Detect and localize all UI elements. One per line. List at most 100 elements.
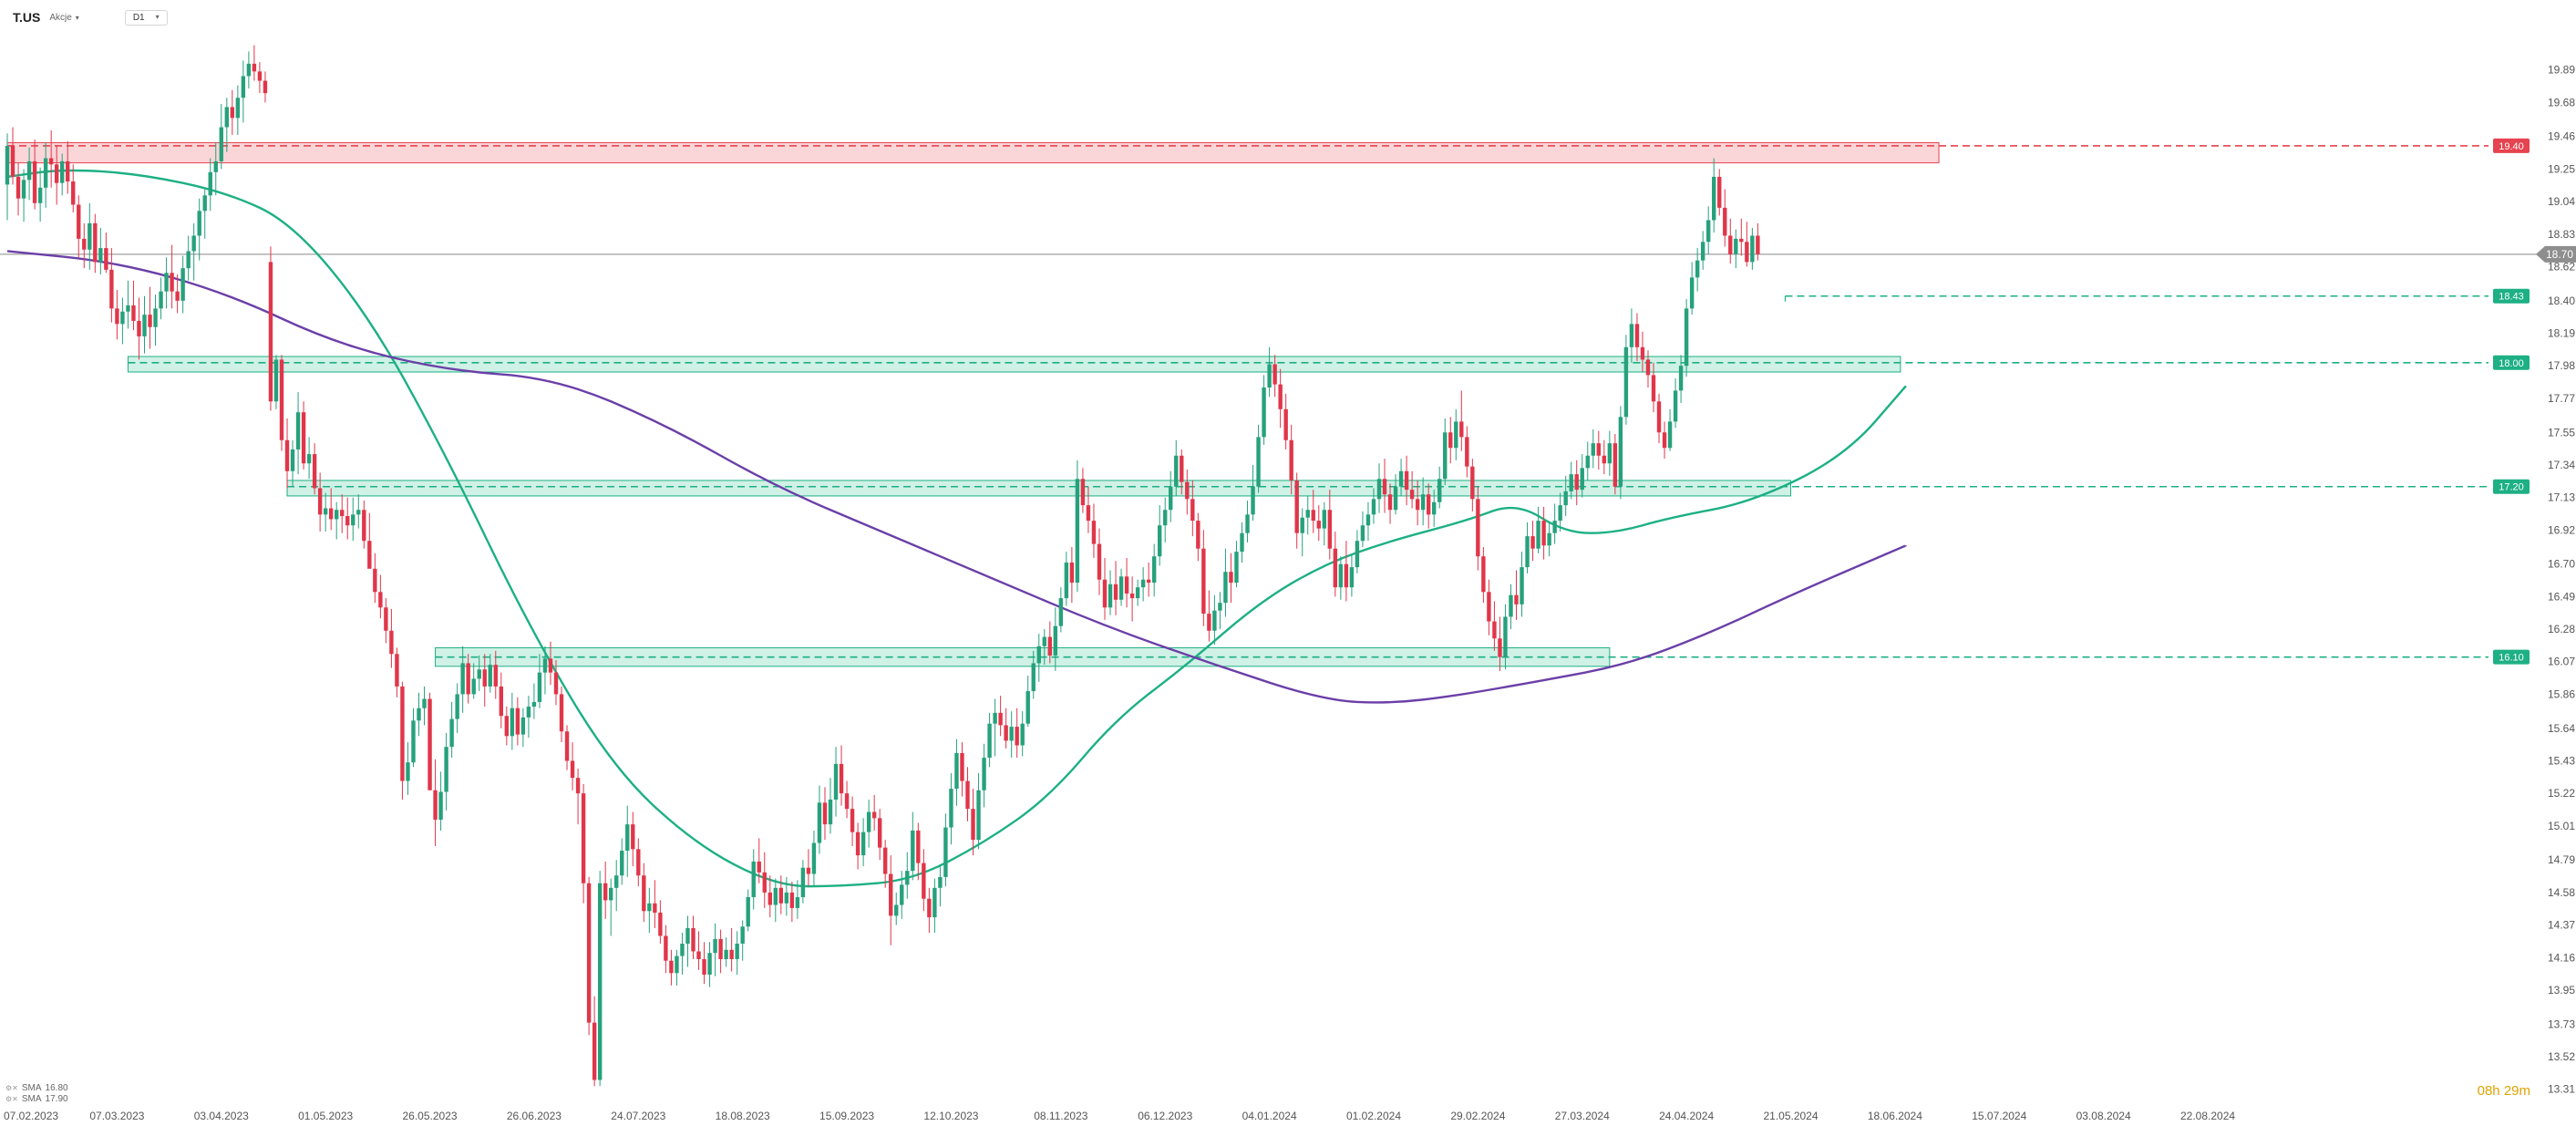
candle-body: [537, 672, 542, 702]
candle-body: [323, 508, 328, 515]
candle-body: [1169, 486, 1173, 511]
candle-body: [345, 516, 350, 526]
candle-body: [438, 791, 443, 821]
candle-body: [191, 235, 196, 252]
candle-body: [1053, 625, 1058, 656]
candle-body: [1662, 432, 1667, 449]
candle-body: [335, 510, 339, 520]
candle-body: [586, 883, 592, 1023]
candles-group: [5, 45, 1760, 1087]
candle-body: [153, 308, 158, 327]
candle-body: [1443, 432, 1448, 480]
candle-body: [773, 887, 778, 905]
candle-body: [998, 712, 1003, 726]
candle-body: [1064, 563, 1069, 599]
candle-body: [653, 903, 657, 914]
candle-body: [482, 669, 487, 687]
legend-sma-2[interactable]: ⚙✕ SMA 17.90: [5, 1094, 68, 1105]
candle-body: [828, 799, 833, 825]
candle-body: [806, 867, 811, 874]
candle-body: [911, 830, 915, 872]
candle-body: [66, 160, 70, 182]
candle-body: [295, 412, 301, 449]
candle-body: [614, 875, 619, 888]
chevron-down-icon: ▾: [155, 12, 160, 21]
x-tick-label: 27.03.2024: [1555, 1110, 1610, 1122]
y-tick-label: 14.79: [2548, 853, 2575, 866]
settings-icon[interactable]: ⚙✕: [5, 1084, 18, 1092]
candle-body: [1042, 636, 1046, 646]
candle-body: [422, 698, 427, 708]
y-tick-label: 19.46: [2548, 130, 2575, 143]
candle-body: [542, 658, 548, 673]
interval-dropdown[interactable]: D1 ▾: [124, 9, 168, 26]
settings-icon[interactable]: ⚙✕: [5, 1095, 18, 1103]
candle-body: [526, 707, 531, 718]
candle-body: [164, 273, 169, 292]
candle-body: [312, 454, 317, 489]
candle-body: [559, 694, 564, 732]
y-tick-label: 15.22: [2548, 787, 2575, 800]
candle-body: [1558, 505, 1562, 522]
candle-body: [603, 883, 608, 901]
y-tick-label: 15.64: [2548, 722, 2575, 735]
candle-body: [1075, 479, 1080, 584]
candle-body: [1273, 364, 1277, 385]
candle-body: [1420, 494, 1426, 511]
candle-body: [1069, 563, 1075, 584]
candle-body: [43, 158, 48, 188]
candle-body: [960, 752, 964, 781]
candle-body: [1365, 514, 1371, 526]
candle-body: [356, 510, 361, 515]
candle-body: [1640, 346, 1645, 360]
candle-body: [1190, 499, 1195, 522]
candle-body: [1102, 579, 1108, 608]
candle-body: [1739, 238, 1744, 243]
candle-body: [1651, 375, 1656, 402]
candle-body: [1355, 541, 1360, 568]
candle-body: [531, 701, 537, 708]
x-tick-label: 24.07.2023: [611, 1110, 665, 1122]
candle-body: [477, 669, 481, 679]
sma-line-purple: [6, 250, 1907, 704]
candle-body: [620, 851, 624, 876]
legend-sma-1[interactable]: ⚙✕ SMA 16.80: [5, 1083, 68, 1094]
candle-body: [48, 158, 54, 165]
candle-body: [32, 160, 37, 203]
candle-body: [817, 802, 822, 843]
candle-body: [301, 412, 306, 464]
candle-body: [224, 107, 229, 128]
candle-body: [1585, 455, 1590, 469]
candle-body: [757, 861, 761, 873]
y-tick-label: 17.34: [2548, 459, 2575, 471]
instrument-type-dropdown[interactable]: Akcje ▾: [49, 13, 78, 23]
candle-body: [647, 903, 652, 912]
candle-body: [1240, 532, 1244, 553]
candle-body: [658, 913, 663, 936]
candle-body: [1140, 579, 1146, 588]
candle-body: [933, 887, 937, 918]
candle-body: [252, 63, 257, 72]
candle-body: [197, 211, 201, 236]
symbol-label[interactable]: T.US: [13, 10, 41, 25]
level-price-label: 18.00: [2499, 358, 2524, 369]
candle-body: [279, 359, 284, 440]
candle-body: [735, 943, 739, 959]
candle-body: [126, 305, 130, 312]
y-tick-label: 16.07: [2548, 656, 2575, 668]
candle-body: [235, 98, 241, 119]
candle-body: [284, 439, 290, 471]
candle-body: [88, 222, 92, 250]
candle-body: [15, 176, 21, 199]
candle-body: [389, 630, 394, 655]
level-price-label: 16.10: [2499, 653, 2524, 664]
candle-body: [1036, 646, 1041, 664]
candle-body: [510, 708, 515, 737]
candle-body: [1278, 384, 1283, 409]
candle-body: [1344, 563, 1349, 588]
candle-body: [1678, 366, 1684, 391]
x-tick-label: 15.09.2023: [819, 1110, 874, 1122]
candle-body: [702, 958, 706, 975]
candle-body: [1712, 176, 1716, 221]
